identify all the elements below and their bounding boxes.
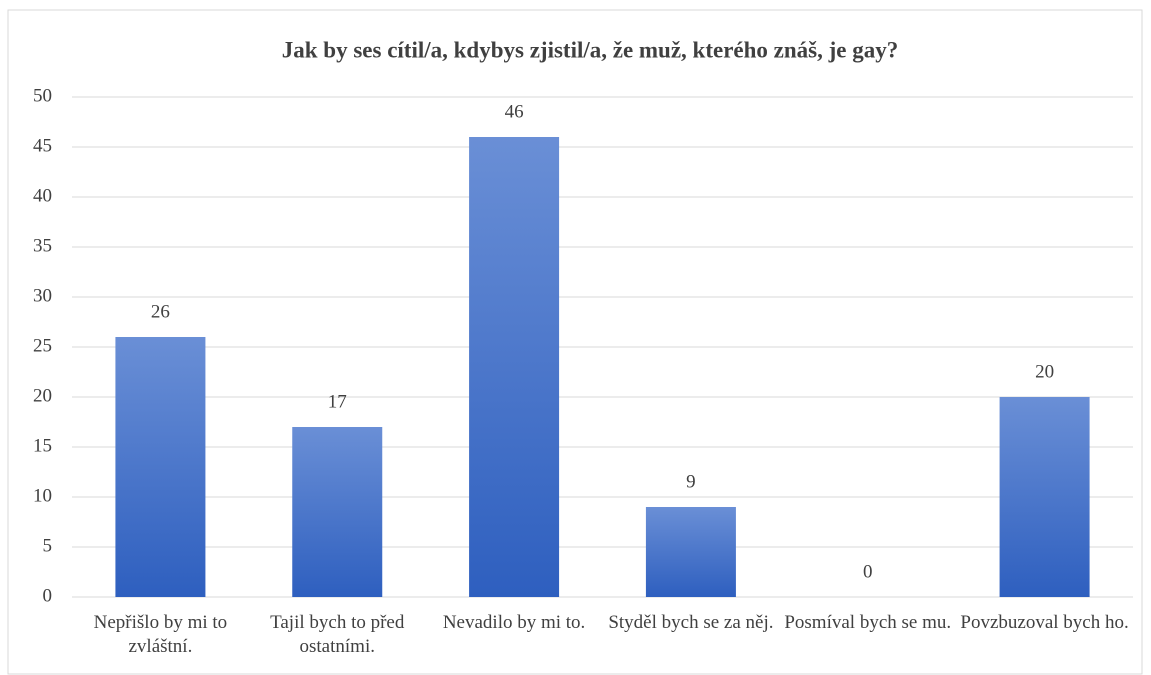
y-tick-label: 15 [33,435,52,456]
y-tick-label: 45 [33,135,52,156]
bar [469,137,560,597]
y-tick-label: 25 [33,335,52,356]
x-tick-label: Tajil bych to před ostatními. [270,612,405,657]
value-label: 26 [151,301,170,322]
y-tick-label: 10 [33,485,52,506]
value-label: 20 [1035,361,1054,382]
bar [645,507,736,597]
bar [115,337,206,597]
value-label: 9 [686,471,696,492]
chart-border [7,9,1143,675]
y-tick-label: 35 [33,235,52,256]
value-label: 0 [863,561,873,582]
y-tick-label: 5 [43,535,53,556]
x-tick-label: Nepřišlo by mi to zvláštní. [93,612,228,657]
value-label: 17 [328,391,347,412]
x-tick-label: Povzbuzoval bych ho. [960,612,1129,633]
y-tick-label: 50 [33,85,52,106]
y-tick-label: 30 [33,285,52,306]
x-tick-label: Nevadilo by mi to. [442,612,586,633]
value-label: 46 [505,101,524,122]
y-tick-label: 0 [43,585,53,606]
bar [999,397,1090,597]
chart-title: Jak by ses cítil/a, kdybys zjistil/a, že… [282,37,899,62]
y-tick-label: 20 [33,385,52,406]
bar [292,427,383,597]
y-tick-label: 40 [33,185,52,206]
x-tick-label: Styděl bych se za něj. [608,612,774,633]
x-tick-label: Posmíval bych se mu. [784,612,952,633]
